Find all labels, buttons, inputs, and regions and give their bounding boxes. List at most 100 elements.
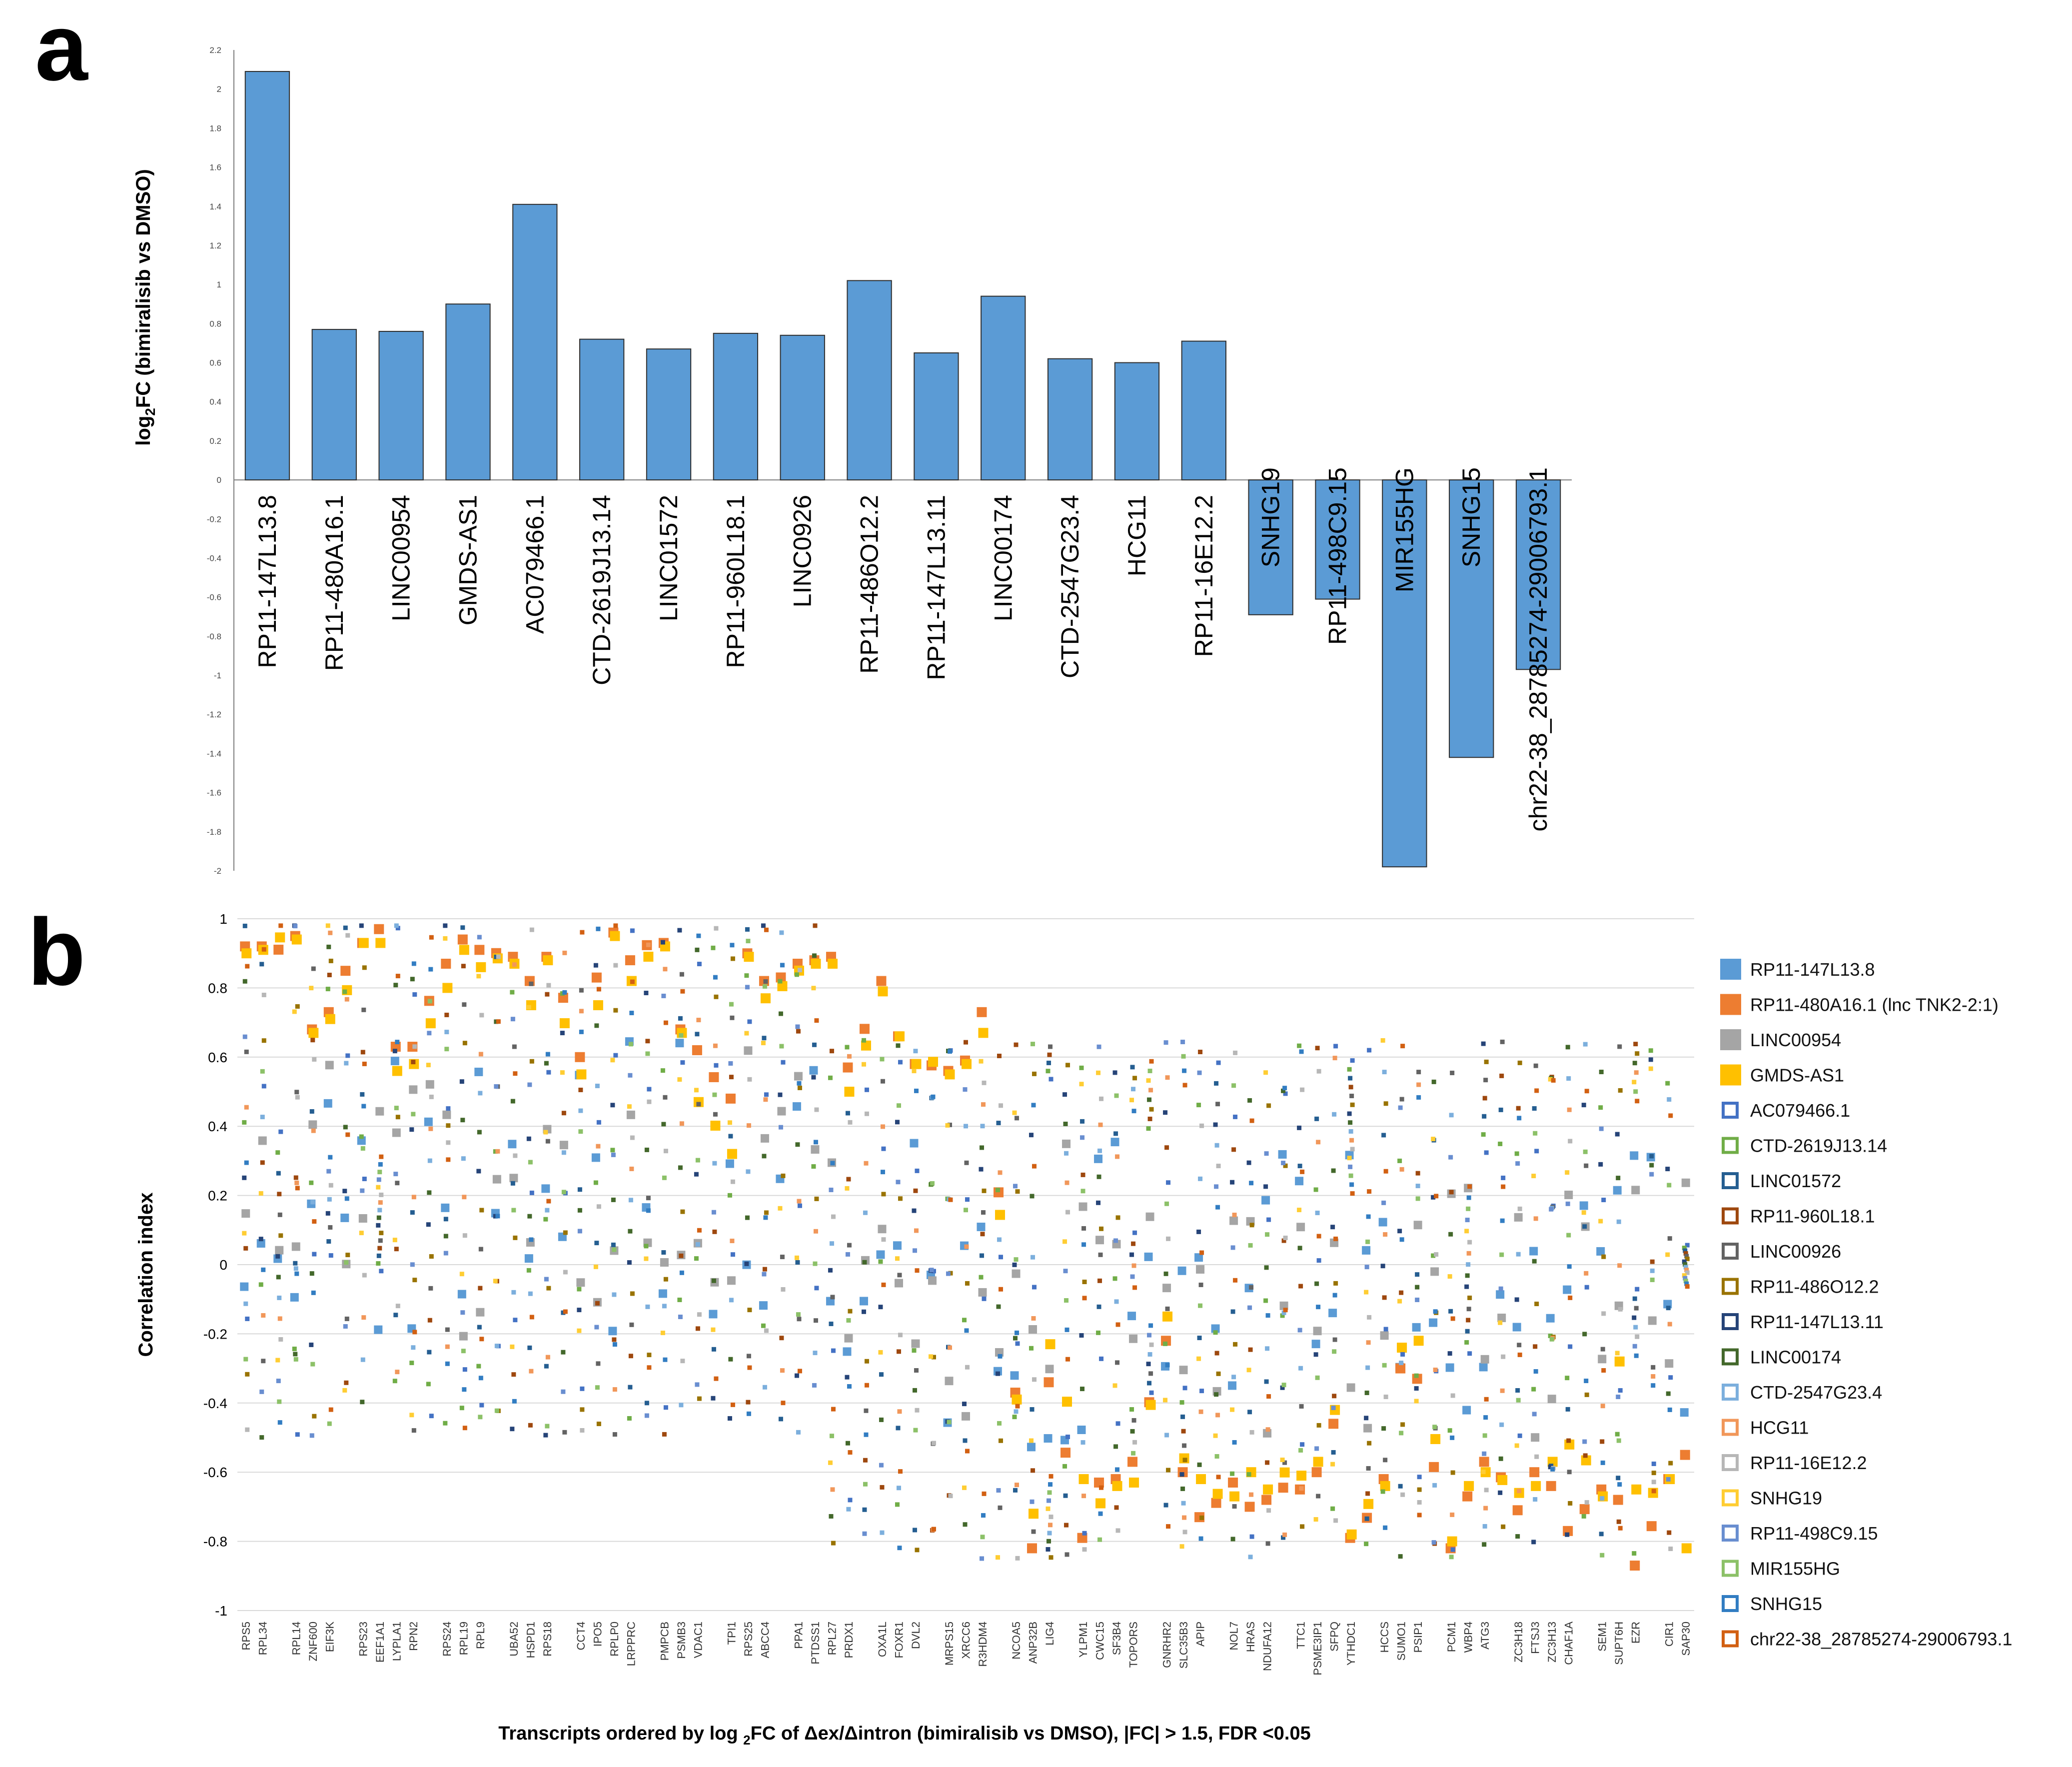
scatter-point	[1600, 1347, 1605, 1352]
scatter-point	[1683, 1276, 1688, 1281]
scatter-point	[479, 1013, 484, 1018]
scatter-point	[1632, 1296, 1637, 1301]
scatter-point	[1397, 1343, 1407, 1353]
scatter-point	[1298, 1284, 1303, 1289]
scatter-point	[965, 1449, 970, 1454]
scatter-point	[1282, 1460, 1287, 1465]
scatter-point	[1683, 1265, 1688, 1270]
scatter-point	[445, 1344, 450, 1349]
scatter-point	[593, 1264, 598, 1269]
scatter-point	[1065, 1210, 1070, 1215]
scatter-point	[1333, 1044, 1338, 1049]
scatter-point	[910, 1139, 919, 1148]
scatter-point	[613, 963, 618, 968]
scatter-category-label: SAP30	[1680, 1622, 1692, 1656]
scatter-point	[510, 1181, 515, 1186]
bar-y-tick-label: 1.2	[209, 241, 221, 250]
bar	[378, 330, 424, 481]
scatter-point	[376, 1261, 381, 1266]
scatter-point	[677, 1297, 682, 1302]
scatter-point	[1516, 1106, 1521, 1111]
scatter-point	[1064, 1552, 1069, 1557]
scatter-point	[426, 1382, 431, 1387]
scatter-point	[1616, 1176, 1621, 1181]
scatter-point	[1079, 1082, 1084, 1087]
scatter-point	[1082, 1531, 1087, 1536]
scatter-point	[1549, 1207, 1554, 1212]
scatter-point	[610, 1103, 615, 1108]
legend-swatch	[1722, 1313, 1739, 1330]
legend-label: RP11-498C9.15	[1750, 1523, 1878, 1544]
scatter-point	[310, 1038, 315, 1043]
scatter-point	[360, 1400, 365, 1405]
bar	[914, 352, 959, 481]
scatter-point	[982, 1188, 987, 1193]
scatter-point	[1332, 1349, 1337, 1354]
scatter-point	[577, 1187, 582, 1192]
legend-swatch	[1720, 1029, 1741, 1050]
scatter-point	[729, 1075, 734, 1080]
scatter-point	[476, 1169, 481, 1174]
scatter-point	[1314, 1281, 1319, 1286]
legend-label: RP11-960L18.1	[1750, 1206, 1875, 1227]
scatter-point	[1581, 1514, 1586, 1519]
scatter-point	[1616, 1476, 1621, 1481]
scatter-point	[1548, 1333, 1553, 1338]
scatter-point	[1313, 1327, 1322, 1336]
scatter-point	[1412, 1323, 1421, 1332]
scatter-category-label: ATG3	[1479, 1622, 1491, 1650]
scatter-point	[328, 1183, 333, 1188]
scatter-point	[457, 934, 468, 945]
scatter-point	[1383, 1169, 1388, 1174]
scatter-point	[711, 1347, 716, 1352]
scatter-point	[829, 1321, 834, 1326]
scatter-point	[695, 1382, 700, 1387]
scatter-point	[327, 972, 332, 977]
scatter-category-label: YLPM1	[1077, 1622, 1089, 1658]
scatter-point	[328, 1155, 333, 1160]
scatter-point	[1682, 1273, 1687, 1278]
scatter-point	[895, 1256, 900, 1261]
scatter-point	[276, 1275, 281, 1280]
scatter-point	[764, 1092, 769, 1097]
scatter-point	[345, 1253, 350, 1258]
scatter-point	[1467, 1184, 1472, 1189]
scatter-point	[1364, 1516, 1369, 1521]
scatter-point	[695, 947, 700, 952]
scatter-point	[610, 1148, 615, 1153]
scatter-point	[647, 1365, 652, 1370]
scatter-point	[1048, 1474, 1053, 1479]
scatter-point	[309, 986, 314, 991]
scatter-point	[1533, 1344, 1538, 1349]
scatter-point	[328, 1407, 333, 1412]
scatter-point	[880, 1057, 885, 1062]
scatter-point	[1399, 1290, 1404, 1295]
scatter-point	[1564, 1190, 1573, 1199]
scatter-point	[1448, 1155, 1453, 1160]
scatter-point	[1132, 1230, 1137, 1235]
scatter-point	[360, 1146, 365, 1151]
scatter-point	[1063, 1121, 1068, 1126]
scatter-point	[444, 1030, 449, 1035]
scatter-point	[612, 1432, 617, 1437]
scatter-y-tick-label: 0.4	[208, 1119, 227, 1134]
scatter-point	[1115, 1215, 1120, 1220]
scatter-point	[1113, 1238, 1118, 1243]
scatter-point	[393, 1313, 398, 1318]
scatter-point	[591, 1153, 600, 1162]
scatter-point	[1147, 1097, 1152, 1102]
scatter-point	[792, 1102, 801, 1111]
scatter-point	[611, 1152, 616, 1157]
scatter-point	[594, 1023, 599, 1028]
scatter-point	[527, 1345, 532, 1350]
scatter-point	[1129, 1098, 1134, 1103]
scatter-point	[392, 1128, 401, 1137]
scatter-point	[429, 1094, 434, 1099]
scatter-point	[1499, 1252, 1504, 1257]
bar-category-label: SNHG15	[1457, 467, 1485, 567]
bar-category-label: chr22-38_28785274-29006793.1	[1524, 467, 1552, 831]
scatter-point	[309, 1433, 314, 1438]
scatter-point	[1080, 1135, 1085, 1140]
scatter-point	[999, 1103, 1004, 1108]
scatter-point	[1498, 1490, 1503, 1495]
